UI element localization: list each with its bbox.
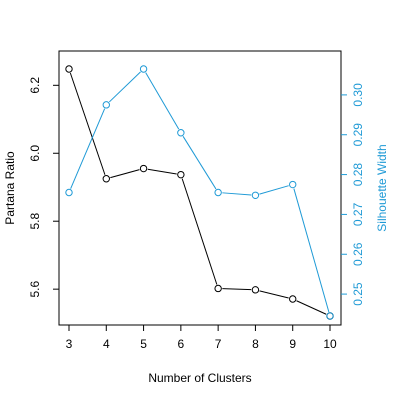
data-point xyxy=(177,170,185,179)
y-right-axis-label: Silhouette Width xyxy=(375,144,389,231)
x-tick-label: 8 xyxy=(252,337,259,351)
series-line-segment xyxy=(70,108,106,189)
y-right-tick-label: 0.30 xyxy=(351,83,365,107)
x-axis: 3 4 5 6 7 8 9 10 xyxy=(66,325,337,351)
data-point xyxy=(289,295,297,303)
x-axis-label: Number of Clusters xyxy=(148,371,251,385)
x-tick-label: 3 xyxy=(66,337,73,351)
series-line-segment xyxy=(69,72,106,175)
y-left-tick-label: 6.0 xyxy=(28,145,42,162)
y-right-tick-label: 0.27 xyxy=(351,202,365,226)
y-right-tick-label: 0.26 xyxy=(351,242,365,266)
y-left-tick-label: 5.6 xyxy=(28,280,42,297)
x-tick-label: 6 xyxy=(178,337,185,351)
data-point xyxy=(139,65,148,73)
series-line-segment xyxy=(296,300,327,315)
series-line-segment xyxy=(182,136,217,190)
data-point xyxy=(102,101,110,109)
data-point xyxy=(177,129,185,137)
series-layer xyxy=(65,65,334,320)
data-point xyxy=(139,164,148,173)
series-line-segment xyxy=(147,168,177,175)
series-line-segment xyxy=(110,169,140,179)
data-point xyxy=(326,312,334,320)
x-tick-label: 10 xyxy=(323,337,337,351)
data-point xyxy=(65,188,73,197)
data-point xyxy=(251,286,260,294)
y-right-tick-label: 0.25 xyxy=(351,282,365,306)
data-point xyxy=(102,175,110,183)
y-left-tick-label: 5.8 xyxy=(28,213,42,230)
data-point xyxy=(214,284,222,293)
y-left-tick-label: 6.2 xyxy=(28,77,42,94)
y-right-tick-label: 0.29 xyxy=(351,123,365,147)
series-line-segment xyxy=(181,178,218,285)
y-left-axis: 5.6 5.8 6.0 6.2 xyxy=(28,77,59,298)
series-line-segment xyxy=(259,185,289,195)
data-point xyxy=(289,180,297,189)
series-line-segment xyxy=(293,188,330,313)
y-left-axis-label: Partana Ratio xyxy=(3,151,17,225)
series-line-segment xyxy=(259,290,289,299)
series-line-segment xyxy=(108,71,141,103)
series-line-segment xyxy=(145,72,180,130)
x-tick-label: 7 xyxy=(215,337,222,351)
x-tick-label: 9 xyxy=(289,337,296,351)
x-tick-label: 4 xyxy=(103,337,110,351)
y-right-axis: 0.25 0.26 0.27 0.28 0.29 0.30 xyxy=(341,83,365,306)
y-right-tick-label: 0.28 xyxy=(351,163,365,187)
x-tick-label: 5 xyxy=(140,337,147,351)
data-point xyxy=(251,191,260,199)
series-silhouette-width xyxy=(65,65,334,320)
data-point xyxy=(65,65,73,73)
plot-box xyxy=(58,50,342,326)
series-line-segment xyxy=(222,192,252,196)
data-point xyxy=(214,188,222,197)
series-partana-ratio xyxy=(65,65,334,320)
series-line-segment xyxy=(222,288,252,291)
